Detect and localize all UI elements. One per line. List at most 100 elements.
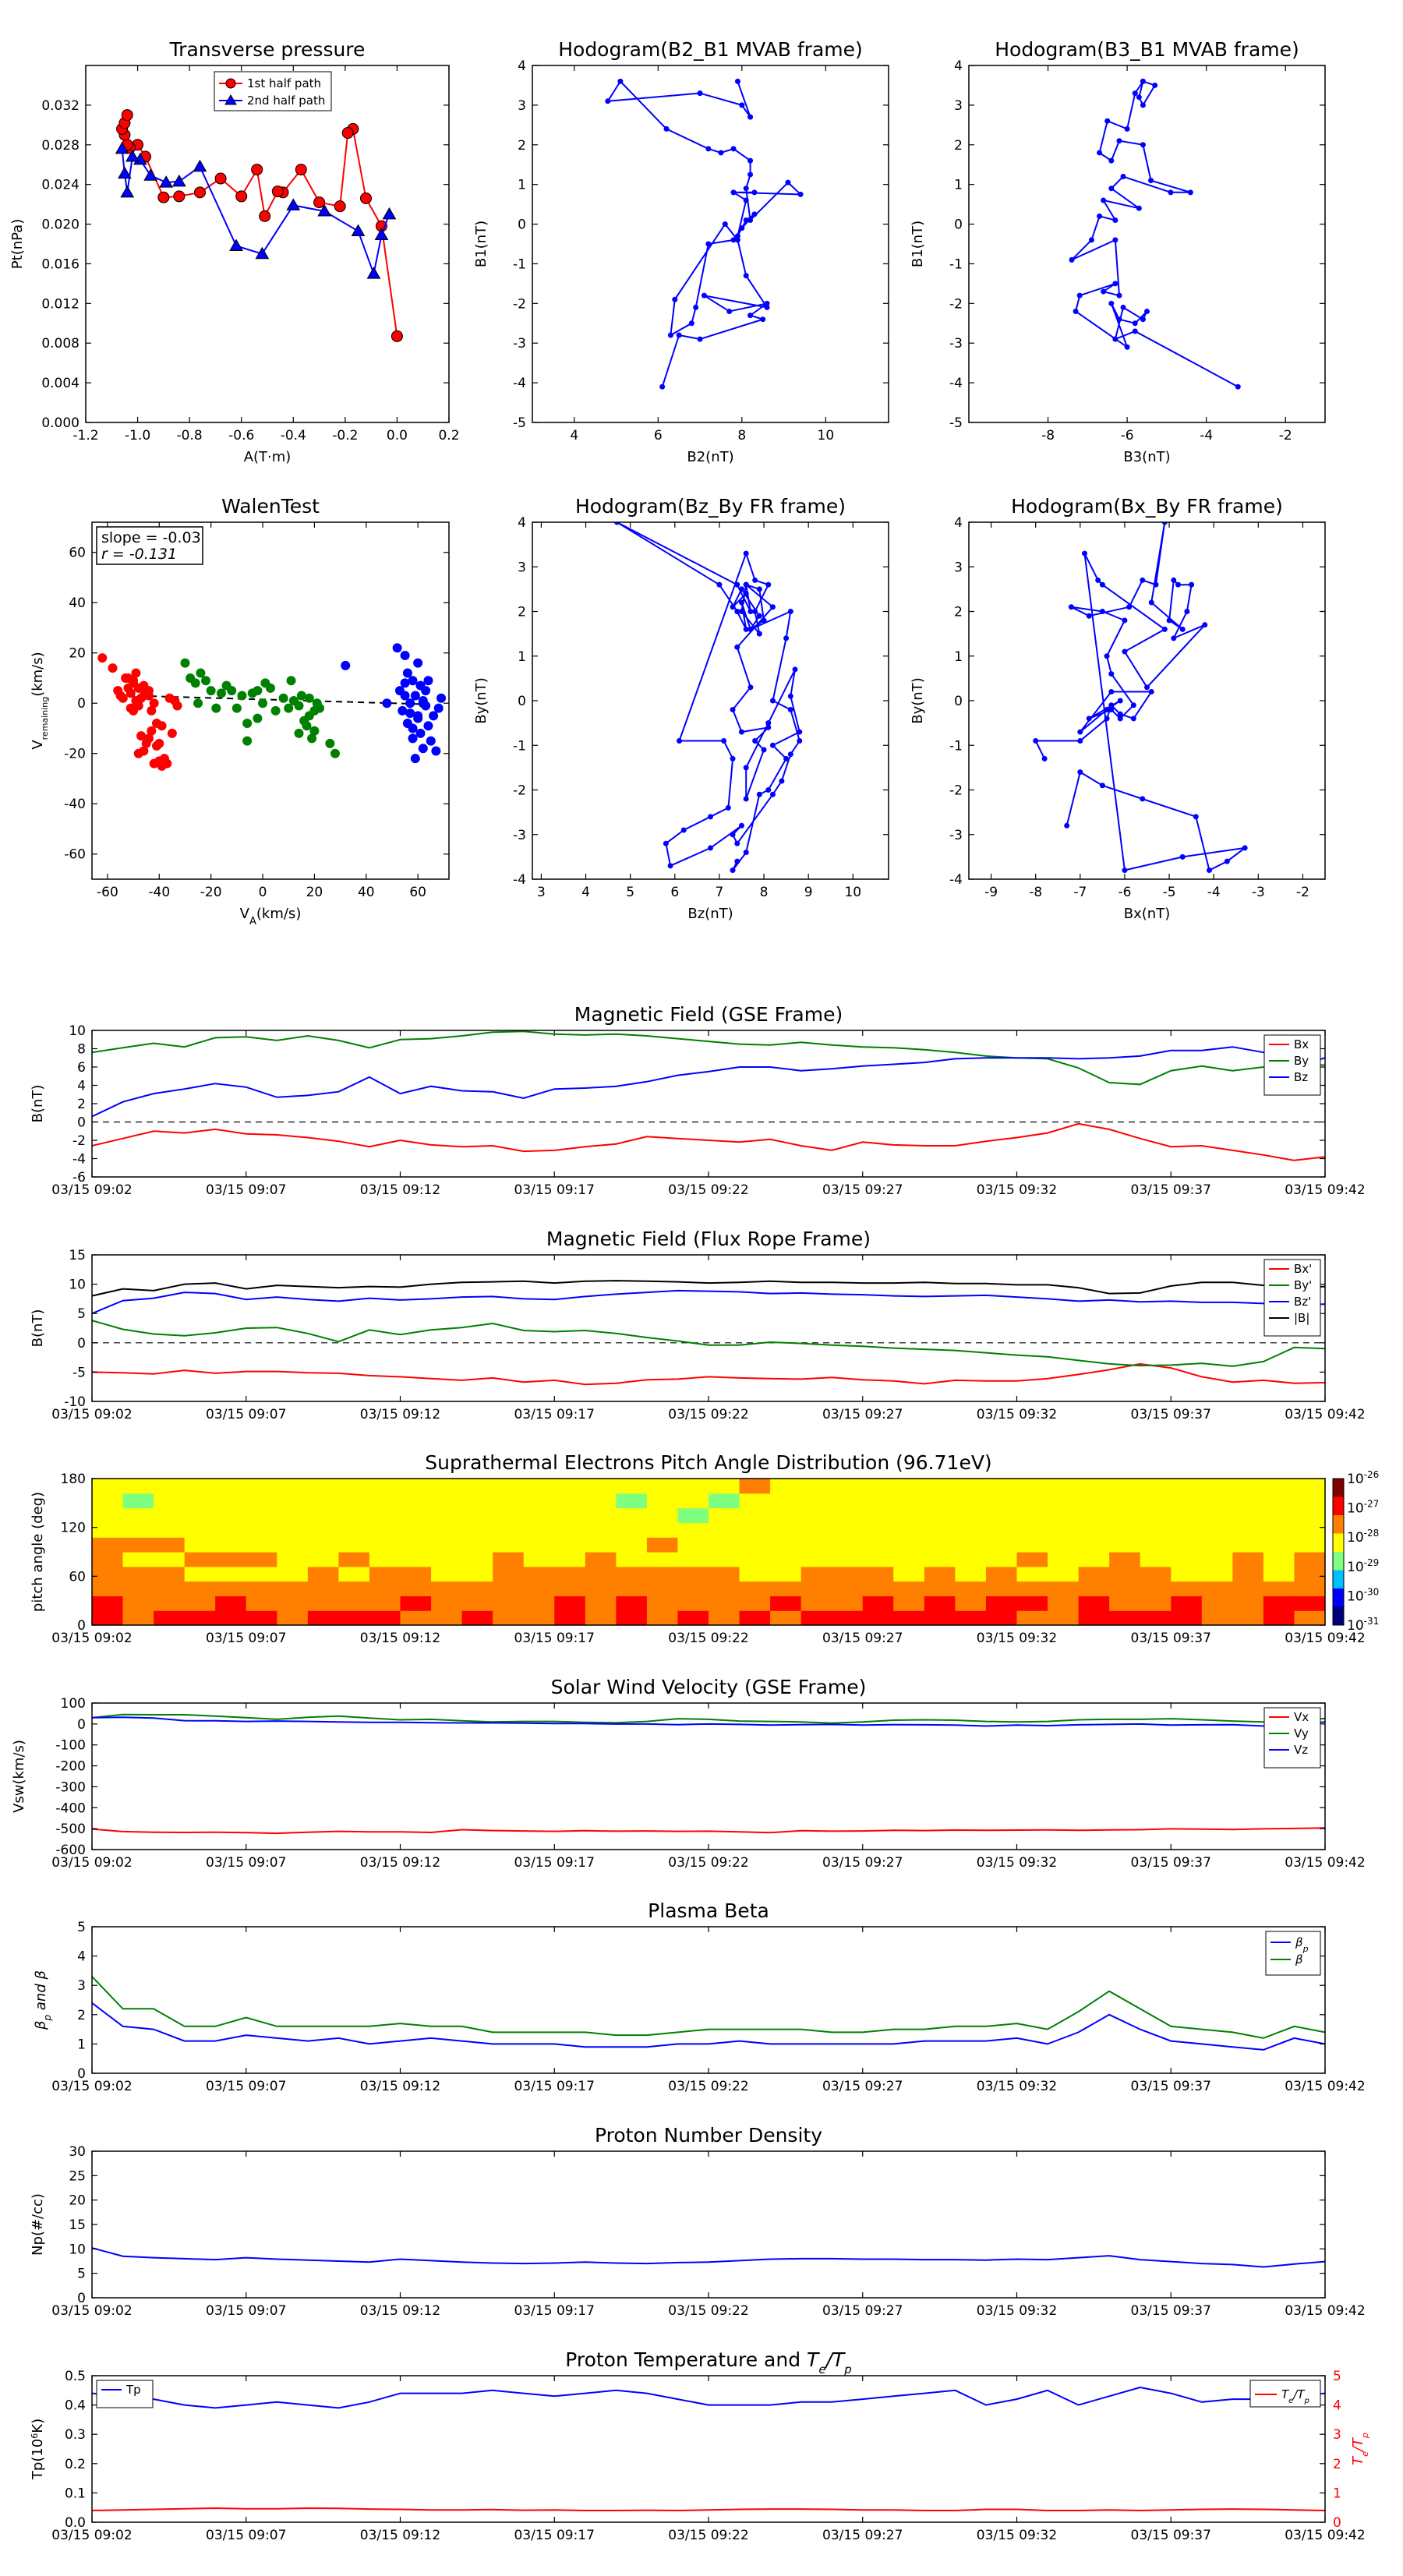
- np-ylabel: Np(#/cc): [30, 2193, 46, 2256]
- h1-ytick-label: -4: [513, 376, 526, 391]
- h3-xlabel: Bz(nT): [687, 906, 733, 922]
- pad-cell: [677, 1552, 709, 1567]
- tp-data-point: [120, 185, 135, 198]
- h2-data-point: [1069, 256, 1075, 263]
- h3-data-point: [730, 755, 736, 761]
- h1-data-point: [785, 179, 791, 186]
- pad-cell: [955, 1552, 987, 1567]
- pad-cell: [800, 1537, 832, 1553]
- h1-data-point: [743, 197, 749, 203]
- pad-cell: [832, 1537, 864, 1553]
- pad-cell: [461, 1479, 493, 1494]
- h1-ytick-label: 1: [518, 178, 526, 193]
- h1-frame: [532, 65, 889, 423]
- pad-frame: [91, 1478, 1326, 1626]
- temp-xtick-label: 03/15 09:37: [1131, 2528, 1211, 2543]
- tp-ytick-label: 0.024: [41, 178, 80, 193]
- walen-data-point: [309, 726, 320, 736]
- pad-cell: [1171, 1581, 1203, 1596]
- pad-cell: [431, 1479, 463, 1494]
- beta-xtick-label: 03/15 09:32: [977, 2079, 1057, 2094]
- walen-ytick-label: -60: [64, 847, 86, 863]
- pad-cell: [523, 1537, 555, 1553]
- pad-cell: [1140, 1610, 1172, 1625]
- mag_fr-xtick-label: 03/15 09:27: [822, 1407, 903, 1422]
- pad-cell: [955, 1566, 987, 1582]
- h3-data-point: [761, 617, 767, 624]
- h3-xtick-label: 5: [626, 885, 634, 900]
- pad-cell: [246, 1581, 277, 1596]
- beta-xtick-label: 03/15 09:07: [206, 2079, 286, 2094]
- h1-data-point: [747, 171, 754, 178]
- tp-data-point: [173, 190, 186, 203]
- h2-ytick-label: -1: [949, 256, 963, 272]
- walen-data-point: [206, 686, 216, 696]
- h4-data-point: [1117, 711, 1123, 717]
- tp-data-point: [193, 159, 207, 172]
- h3-ytick-label: 4: [518, 515, 526, 531]
- mag_fr-xtick-label: 03/15 09:07: [206, 1407, 286, 1422]
- h4-ytick-label: 1: [954, 649, 963, 665]
- walen-data-point: [144, 733, 154, 744]
- h4-data-point: [1099, 609, 1105, 614]
- np-ytick-label: 30: [69, 2144, 86, 2160]
- beta-xtick-label: 03/15 09:37: [1131, 2079, 1211, 2094]
- walen-ytick-label: 40: [69, 595, 86, 611]
- h3-data-point: [797, 729, 803, 735]
- mag_gse-xtick-label: 03/15 09:12: [360, 1182, 440, 1198]
- pad-cell: [122, 1595, 154, 1611]
- pad-cell: [523, 1581, 555, 1596]
- mag_gse-frame: [91, 1030, 1326, 1178]
- tp-data-point: [214, 172, 227, 185]
- walen-data-point: [167, 728, 177, 738]
- walen-data-point: [97, 653, 108, 663]
- pad-cell: [1016, 1537, 1048, 1553]
- pad-cell: [1078, 1581, 1110, 1596]
- h1-xtick-label: 6: [654, 428, 663, 443]
- pad-cell: [215, 1479, 247, 1494]
- h2-data-point: [1120, 173, 1126, 179]
- h1-data-point: [747, 313, 754, 319]
- walen-data-point: [157, 721, 167, 731]
- h3-ylabel: By(nT): [473, 677, 489, 723]
- pad-cell: [800, 1610, 832, 1625]
- walen-data-point: [330, 748, 340, 758]
- walen-data-point: [405, 698, 415, 708]
- h3-ytick-label: 0: [518, 694, 526, 709]
- h4-xlabel: Bx(nT): [1124, 906, 1170, 922]
- h4-data-point: [1202, 622, 1208, 628]
- pad-cell: [493, 1581, 525, 1596]
- h3-data-point: [708, 845, 713, 851]
- pad-cell: [585, 1507, 617, 1523]
- tp-data-point: [229, 239, 243, 252]
- pad-cell: [400, 1610, 432, 1625]
- pad-cell: [154, 1552, 186, 1567]
- temp-plot-area: [92, 2386, 1325, 2512]
- pad-cell: [1140, 1479, 1172, 1494]
- h3-data-point: [743, 850, 749, 856]
- walen-data-point: [405, 708, 415, 719]
- pad-cell: [338, 1522, 370, 1538]
- pad-cell: [246, 1537, 277, 1553]
- walen-xlabel: VA(km/s): [240, 906, 302, 928]
- pad-cell: [646, 1522, 679, 1538]
- pad-cell: [585, 1479, 617, 1494]
- h3-data-point: [738, 609, 744, 614]
- tp-data-point: [334, 200, 346, 213]
- pad-cell: [1263, 1552, 1295, 1567]
- tp-data-point: [251, 164, 263, 176]
- np-xtick-label: 03/15 09:02: [51, 2303, 132, 2319]
- walen-data-point: [125, 688, 136, 698]
- walen-xtick-label: 20: [306, 885, 323, 900]
- mag_gse-ylabel: B(nT): [30, 1085, 46, 1123]
- h4-data-point: [1140, 577, 1146, 583]
- pad-cell: [1048, 1595, 1080, 1611]
- tp-frame: [85, 65, 450, 423]
- pad-cell: [1263, 1537, 1295, 1553]
- h1-data-point: [697, 336, 703, 342]
- pad-cell: [493, 1566, 525, 1582]
- h1-ytick-label: -3: [513, 336, 526, 352]
- tp-legend-marker: [225, 78, 236, 89]
- pad-cell: [770, 1581, 802, 1596]
- pad-cell: [1048, 1566, 1080, 1582]
